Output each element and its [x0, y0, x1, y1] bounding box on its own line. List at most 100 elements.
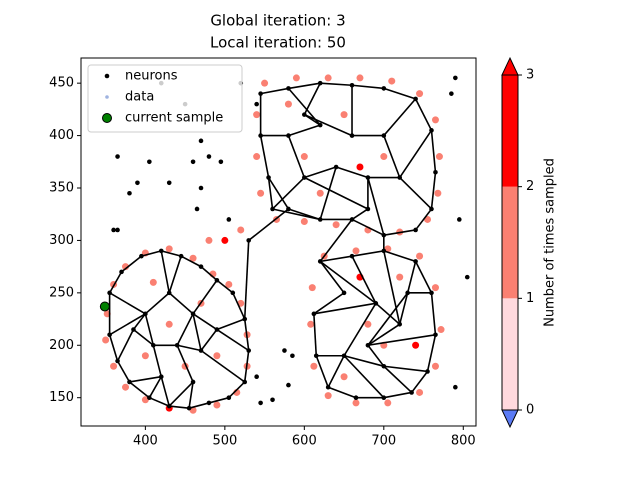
neuron	[457, 217, 462, 222]
neuron	[453, 75, 458, 81]
neuron	[190, 311, 196, 317]
neuron	[166, 403, 172, 409]
neuron	[178, 253, 184, 259]
edge	[304, 113, 353, 137]
edge	[272, 208, 321, 221]
neuron	[365, 206, 371, 212]
edge	[383, 87, 416, 100]
edge	[200, 329, 218, 351]
neuron	[317, 122, 323, 128]
neuron	[198, 138, 204, 144]
edge	[320, 255, 353, 263]
data-point	[307, 320, 315, 328]
x-tick-label: 800	[451, 434, 476, 449]
edge	[267, 177, 274, 210]
edge	[129, 375, 162, 383]
data-point	[352, 399, 360, 407]
edge	[313, 302, 376, 315]
neuron	[313, 353, 319, 359]
neuron	[325, 384, 331, 390]
colorbar-frame	[501, 74, 519, 411]
neuron	[147, 395, 152, 400]
colorbar-over	[501, 56, 519, 76]
data-point	[221, 236, 229, 244]
neuron	[127, 190, 132, 196]
data-point	[412, 341, 420, 349]
axes-frame	[80, 57, 477, 427]
edge	[351, 255, 377, 304]
legend-label: current sample	[125, 111, 223, 126]
edge	[168, 292, 194, 315]
edge	[288, 82, 321, 90]
neuron	[373, 301, 379, 306]
y-tick-label: 200	[49, 338, 74, 353]
neuron	[242, 316, 248, 322]
colorbar-tick-label: 2	[526, 179, 534, 194]
colorbar-label: Number of times sampled	[543, 158, 558, 327]
neuron	[349, 133, 355, 138]
x-tick-label: 500	[212, 434, 237, 449]
colorbar-segment	[502, 186, 518, 299]
neuron	[286, 133, 291, 138]
neuron	[302, 112, 307, 117]
neuron	[381, 248, 387, 254]
data-point	[416, 388, 424, 396]
neuron	[349, 82, 355, 88]
edge	[320, 82, 353, 87]
edge	[304, 166, 337, 179]
current-sample	[99, 301, 110, 312]
neuron	[111, 227, 116, 233]
edge	[351, 218, 385, 236]
data-point	[332, 221, 340, 229]
data-point	[292, 74, 300, 82]
data-point	[310, 362, 318, 370]
y-tick-label: 400	[49, 128, 74, 143]
neuron	[166, 290, 172, 296]
neuron	[413, 259, 418, 264]
neuron	[190, 159, 196, 165]
x-tick-label: 400	[133, 434, 158, 449]
edge	[243, 318, 250, 351]
neuron	[286, 86, 291, 91]
edge	[192, 313, 202, 351]
neuron	[258, 133, 263, 138]
data-point	[340, 111, 348, 119]
neuron	[449, 91, 454, 96]
colorbar-under	[501, 409, 519, 429]
data-point	[189, 254, 197, 262]
neuron	[317, 217, 323, 222]
legend-marker	[102, 113, 112, 123]
neuron	[190, 379, 196, 385]
neuron	[365, 175, 371, 180]
data-point	[300, 218, 308, 226]
data-point	[110, 362, 118, 370]
data-point	[364, 320, 372, 328]
neuron	[290, 353, 295, 359]
neuron	[302, 175, 307, 180]
colorbar-tick-label: 0	[526, 403, 534, 418]
edge	[313, 292, 345, 315]
neuron	[143, 311, 148, 317]
edge	[399, 129, 433, 178]
neuron	[317, 259, 323, 264]
edge	[121, 255, 142, 273]
neuron	[365, 342, 371, 348]
edge	[430, 172, 437, 210]
edge	[426, 334, 437, 372]
data-point	[416, 90, 424, 98]
colorbar-tick-label: 3	[526, 68, 534, 83]
edge	[351, 250, 384, 257]
data-point	[352, 247, 360, 255]
neuron	[353, 395, 359, 400]
edge	[259, 135, 270, 178]
neuron	[266, 175, 271, 180]
neuron	[429, 290, 434, 296]
edge	[367, 177, 385, 236]
edge	[109, 313, 146, 336]
edge	[414, 208, 433, 231]
neuron	[381, 395, 387, 400]
edge	[128, 381, 150, 399]
neuron	[147, 159, 152, 165]
y-tick-label: 300	[49, 233, 74, 248]
edge	[430, 130, 437, 173]
